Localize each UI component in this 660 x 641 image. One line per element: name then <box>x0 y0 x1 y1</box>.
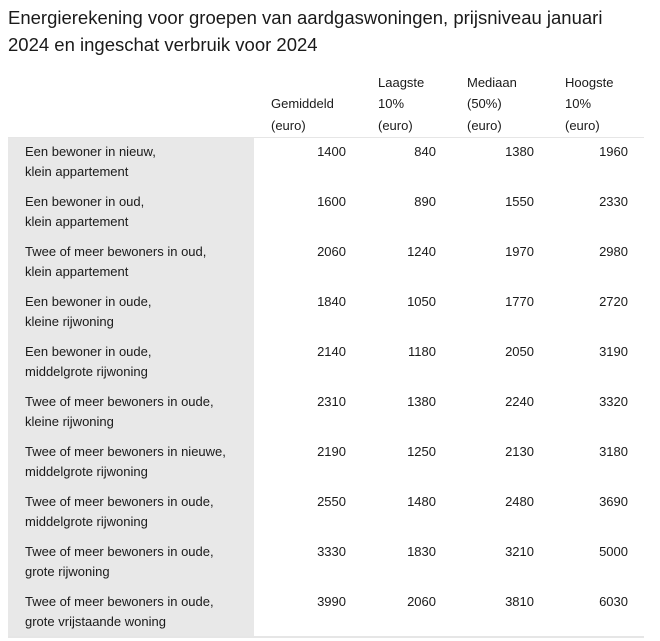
cell-value: 1380 <box>505 144 534 159</box>
cell-value: 890 <box>414 194 436 209</box>
column-header-line: Laagste <box>378 74 425 90</box>
row-label: Twee of meer bewoners in oud, klein appar… <box>25 242 253 282</box>
column-header-line: 10% <box>378 96 405 111</box>
column-header: Laagste 10% (euro) <box>378 72 424 138</box>
cell-value: 3690 <box>599 494 628 509</box>
row-label-line: Een bewoner in oude, <box>25 294 152 309</box>
table-row: Een bewoner in oude, middelgrote rijwonin… <box>8 338 644 388</box>
cell-value: 3810 <box>505 594 534 609</box>
row-label-line: middelgrote rijwoning <box>25 364 148 379</box>
cell-value: 2190 <box>317 444 346 459</box>
cell-value: 3190 <box>599 344 628 359</box>
row-label: Twee of meer bewoners in nieuwe, middelgr… <box>25 442 253 482</box>
column-header-line: 10% <box>565 96 592 111</box>
row-label-line: grote rijwoning <box>25 564 110 579</box>
row-label: Twee of meer bewoners in oude, kleine rij… <box>25 392 253 432</box>
cell-value: 2060 <box>317 244 346 259</box>
row-label: Een bewoner in oud, klein appartement <box>25 192 253 232</box>
column-header-line: (euro) <box>378 117 413 133</box>
column-header-line: (euro) <box>271 117 306 133</box>
table-row: Twee of meer bewoners in oude, kleine rij… <box>8 388 644 438</box>
row-label-line: klein appartement <box>25 164 129 179</box>
cell-value: 5000 <box>599 544 628 559</box>
cell-value: 2060 <box>407 594 436 609</box>
row-label-line: Twee of meer bewoners in oud, <box>25 244 207 259</box>
column-header: Hoogste 10% (euro) <box>565 72 613 138</box>
table-row: Twee of meer bewoners in oude, grote vrij… <box>8 588 644 638</box>
column-header-line: (euro) <box>565 117 600 133</box>
row-label-line: klein appartement <box>25 264 129 279</box>
cell-value: 1960 <box>599 144 628 159</box>
table-bottom-border <box>8 636 644 638</box>
table-row: Twee of meer bewoners in nieuwe, middelgr… <box>8 438 644 488</box>
row-label-line: Twee of meer bewoners in nieuwe, <box>25 444 226 459</box>
cell-value: 1770 <box>505 294 534 309</box>
table-row: Een bewoner in nieuw, klein appartement 14… <box>8 138 644 188</box>
cell-value: 3320 <box>599 394 628 409</box>
row-label-line: middelgrote rijwoning <box>25 464 148 479</box>
table-row: Twee of meer bewoners in oud, klein appar… <box>8 238 644 288</box>
column-header: Mediaan (50%) (euro) <box>467 72 517 138</box>
cell-value: 840 <box>414 144 436 159</box>
row-label-line: klein appartement <box>25 214 129 229</box>
cell-value: 2480 <box>505 494 534 509</box>
row-label-line: Twee of meer bewoners in oude, <box>25 594 214 609</box>
table-row: Een bewoner in oud, klein appartement 1600… <box>8 188 644 238</box>
column-header-line: (euro) <box>467 117 502 133</box>
cell-value: 6030 <box>599 594 628 609</box>
row-label-line: Twee of meer bewoners in oude, <box>25 544 214 559</box>
row-label: Twee of meer bewoners in oude, grote vrij… <box>25 592 253 632</box>
row-label: Twee of meer bewoners in oude, grote rijw… <box>25 542 253 582</box>
cell-value: 2140 <box>317 344 346 359</box>
row-label: Een bewoner in oude, kleine rijwoning <box>25 292 253 332</box>
table-row: Twee of meer bewoners in oude, grote rijw… <box>8 538 644 588</box>
column-header-line: (50%) <box>467 96 502 111</box>
cell-value: 1480 <box>407 494 436 509</box>
row-label-line: Twee of meer bewoners in oude, <box>25 494 214 509</box>
cell-value: 1830 <box>407 544 436 559</box>
row-label: Twee of meer bewoners in oude, middelgrot… <box>25 492 253 532</box>
table-title: Energierekening voor groepen van aardgas… <box>8 7 603 55</box>
cell-value: 1250 <box>407 444 436 459</box>
row-label-line: grote vrijstaande woning <box>25 614 166 629</box>
label-column-background <box>8 138 254 636</box>
cell-value: 1400 <box>317 144 346 159</box>
cell-value: 2550 <box>317 494 346 509</box>
cell-value: 1600 <box>317 194 346 209</box>
cell-value: 1180 <box>408 344 436 359</box>
row-label-line: kleine rijwoning <box>25 314 114 329</box>
cell-value: 3990 <box>317 594 346 609</box>
table-row: Twee of meer bewoners in oude, middelgrot… <box>8 488 644 538</box>
cell-value: 2310 <box>317 394 346 409</box>
cell-value: 1970 <box>505 244 534 259</box>
column-header-line: Mediaan <box>467 74 517 90</box>
row-label-line: Een bewoner in oud, <box>25 194 145 209</box>
cell-value: 2980 <box>599 244 628 259</box>
cell-value: 3210 <box>505 544 534 559</box>
column-header-line: Hoogste <box>565 74 614 90</box>
cell-value: 2130 <box>505 444 534 459</box>
cell-value: 2720 <box>599 294 628 309</box>
row-label-line: Twee of meer bewoners in oude, <box>25 394 214 409</box>
header-divider <box>8 137 644 138</box>
row-label-line: Een bewoner in oude, <box>25 344 152 359</box>
row-label: Een bewoner in oude, middelgrote rijwonin… <box>25 342 253 382</box>
cell-value: 3330 <box>317 544 346 559</box>
cell-value: 1840 <box>317 294 346 309</box>
cell-value: 2050 <box>505 344 534 359</box>
cell-value: 2330 <box>599 194 628 209</box>
cell-value: 1050 <box>407 294 436 309</box>
row-label-line: Een bewoner in nieuw, <box>25 144 156 159</box>
cell-value: 1380 <box>407 394 436 409</box>
row-label-line: kleine rijwoning <box>25 414 114 429</box>
column-header: Gemiddeld (euro) <box>271 93 334 159</box>
row-label-line: middelgrote rijwoning <box>25 514 148 529</box>
column-header-line: Gemiddeld <box>271 96 334 111</box>
table-row: Een bewoner in oude, kleine rijwoning 1840… <box>8 288 644 338</box>
cell-value: 1240 <box>407 244 436 259</box>
cell-value: 1550 <box>505 194 534 209</box>
row-label: Een bewoner in nieuw, klein appartement <box>25 142 253 182</box>
cell-value: 2240 <box>505 394 534 409</box>
cell-value: 3180 <box>599 444 628 459</box>
